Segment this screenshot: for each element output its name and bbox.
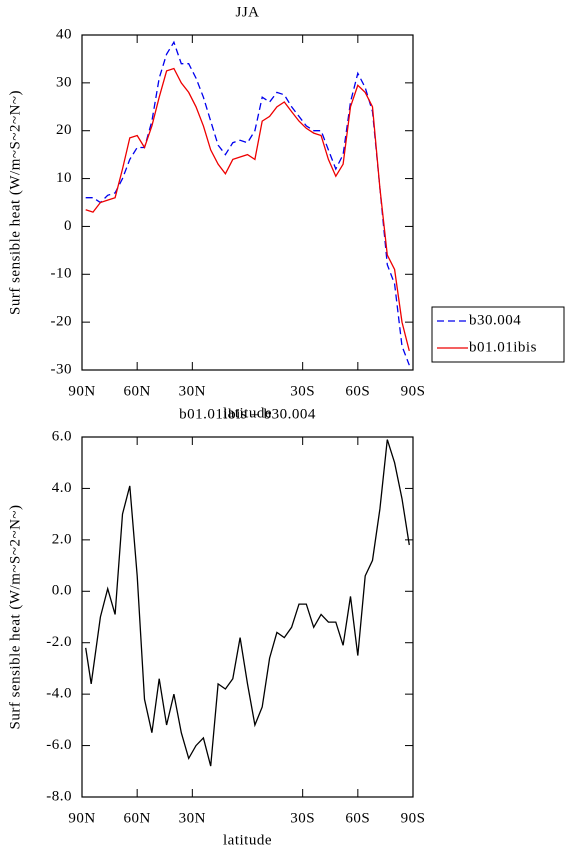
x-tick-label: 90N	[68, 810, 95, 826]
y-tick-label: 30	[56, 74, 72, 90]
x-tick-label: 30N	[179, 383, 206, 399]
data-line	[85, 40, 410, 366]
y-tick-label: -10	[51, 266, 73, 282]
x-tick-label: 30N	[179, 810, 206, 826]
y-tick-label: -20	[51, 314, 73, 330]
y-tick-label: 10	[56, 170, 72, 186]
y-tick-label: 2.0	[52, 531, 72, 547]
x-tick-label: 60N	[123, 810, 150, 826]
legend-label: b30.004	[469, 312, 521, 328]
data-line	[85, 67, 410, 352]
x-axis-label: latitude	[223, 405, 272, 421]
data-line	[85, 439, 410, 767]
x-tick-label: 60N	[123, 383, 150, 399]
y-tick-label: -30	[51, 361, 73, 377]
y-tick-label: 40	[56, 26, 72, 42]
chart-title: JJA	[235, 4, 259, 20]
x-tick-label: 30S	[290, 383, 315, 399]
y-tick-label: 0.0	[52, 583, 72, 599]
x-tick-label: 60S	[345, 383, 370, 399]
x-tick-label: 90S	[401, 810, 426, 826]
y-tick-label: -2.0	[46, 634, 72, 650]
x-tick-label: 30S	[290, 810, 315, 826]
y-tick-label: -4.0	[46, 686, 72, 702]
chart-title: b01.01ibis – b30.004	[179, 406, 316, 422]
y-tick-label: 0	[64, 218, 72, 234]
plot-frame	[81, 34, 414, 371]
y-axis-label: Surf sensible heat (W/m~S~2~N~)	[7, 90, 23, 315]
x-tick-label: 90N	[68, 383, 95, 399]
y-tick-label: -6.0	[46, 737, 72, 753]
x-tick-label: 90S	[401, 383, 426, 399]
legend-box	[431, 306, 565, 363]
legend-label: b01.01ibis	[469, 339, 537, 355]
y-tick-label: 20	[56, 122, 72, 138]
y-tick-label: -8.0	[46, 788, 72, 804]
y-tick-label: 6.0	[52, 428, 72, 444]
y-tick-label: 4.0	[52, 480, 72, 496]
x-tick-label: 60S	[345, 810, 370, 826]
x-axis-label: latitude	[223, 832, 272, 848]
plot-frame	[81, 436, 414, 798]
y-axis-label: Surf sensible heat (W/m~S~2~N~)	[7, 504, 23, 729]
